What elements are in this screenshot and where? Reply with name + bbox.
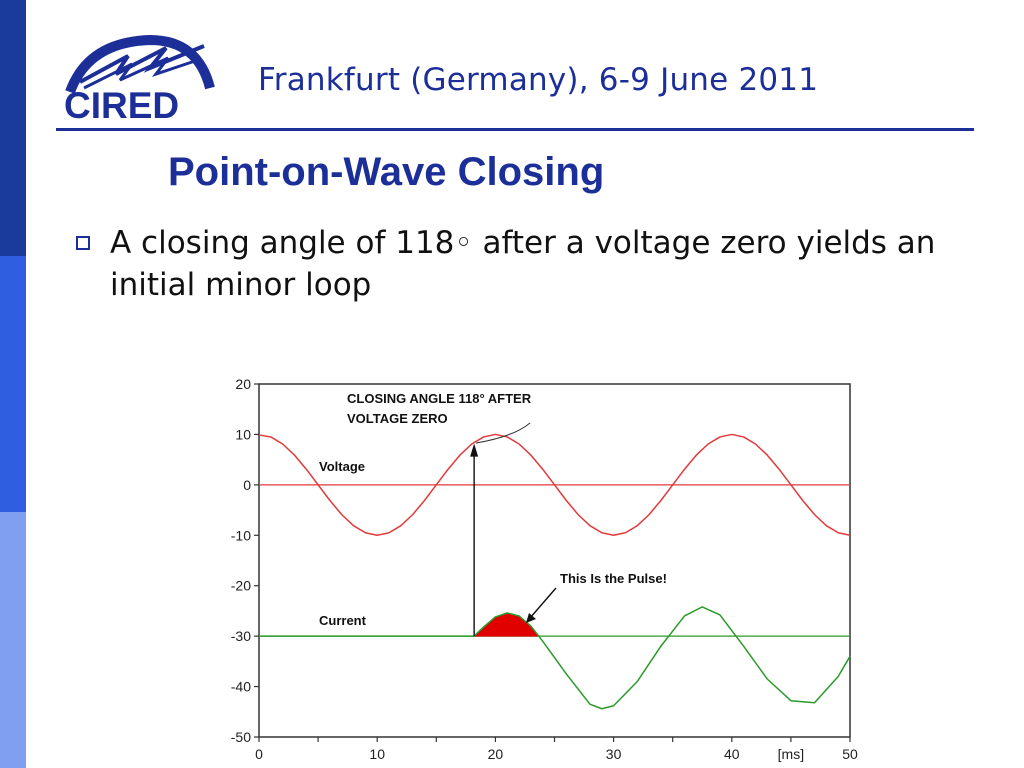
y-tick-label: -30 [231,628,251,644]
x-tick-label: 20 [488,746,504,762]
series-line-current [259,606,851,710]
logo-text: CIRED [64,85,179,124]
pulse-callout-arrowhead [526,613,536,623]
side-strip-middle [0,256,26,512]
slide-title: Point-on-Wave Closing [168,150,605,194]
closing-marker-arrowhead [470,443,479,457]
y-tick-label: 10 [235,426,251,442]
y-tick-label: -40 [231,679,251,695]
bullet-text: A closing angle of 118◦ after a voltage … [110,225,936,303]
annotation-voltage-label: Voltage [319,459,365,474]
side-strip-top [0,0,26,256]
x-tick-label: 30 [606,746,622,762]
header-divider [56,128,974,131]
series-line-voltage [258,433,851,537]
square-bullet-icon [76,236,90,250]
y-tick-label: 0 [243,477,251,493]
x-tick-label: 50 [842,746,858,762]
x-tick-label: 10 [369,746,385,762]
pulse-callout-line [529,587,557,619]
y-tick-label: -20 [231,578,251,594]
annotation-current-label: Current [319,613,367,628]
x-unit-label: [ms] [778,746,804,762]
x-tick-label: 40 [724,746,740,762]
conference-title: Frankfurt (Germany), 6-9 June 2011 [258,62,819,98]
y-tick-label: -10 [231,527,251,543]
y-tick-label: -50 [231,729,251,745]
annotation-closing-angle-line-1: CLOSING ANGLE 118° AFTER [347,391,532,406]
plot-frame [258,383,851,738]
side-strip-bottom [0,512,26,768]
annotation-closing-angle-line-2: VOLTAGE ZERO [347,411,448,426]
closing-callout-curve [476,422,531,444]
x-tick-label: 0 [255,746,263,762]
y-tick-label: 20 [235,376,251,392]
annotation-pulse-label: This Is the Pulse! [560,571,667,586]
cired-logo: CIRED [64,34,215,124]
